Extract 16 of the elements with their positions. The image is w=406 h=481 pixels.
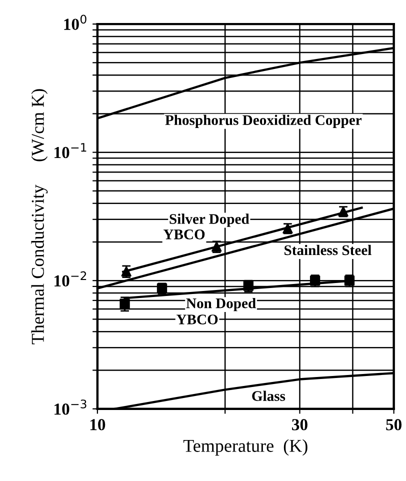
x-tick-label: 50 <box>386 419 402 430</box>
annotation: Phosphorus Deoxidized Copper <box>165 114 362 128</box>
x-tick-label: 30 <box>292 419 308 430</box>
x-tick-label: 10 <box>90 419 106 430</box>
y-tick-label: 10$^{0}$ <box>64 14 86 30</box>
annotation: YBCO <box>163 230 205 240</box>
annotation: Non Doped <box>186 298 256 312</box>
annotation: Silver Doped <box>170 214 250 227</box>
annotation: Stainless Steel <box>284 244 372 256</box>
y-tick-label: 10$^{−1}$ <box>54 143 86 158</box>
y-tick-label: 10$^{−3}$ <box>54 400 86 415</box>
y-axis-title: Thermal Conductivity (W/cm K) <box>31 89 48 344</box>
annotation: Glass <box>252 390 286 401</box>
annotation: YBCO <box>176 314 218 324</box>
x-axis-title: Temperature (K) <box>183 439 308 456</box>
y-tick-label: 10$^{−2}$ <box>54 271 86 287</box>
